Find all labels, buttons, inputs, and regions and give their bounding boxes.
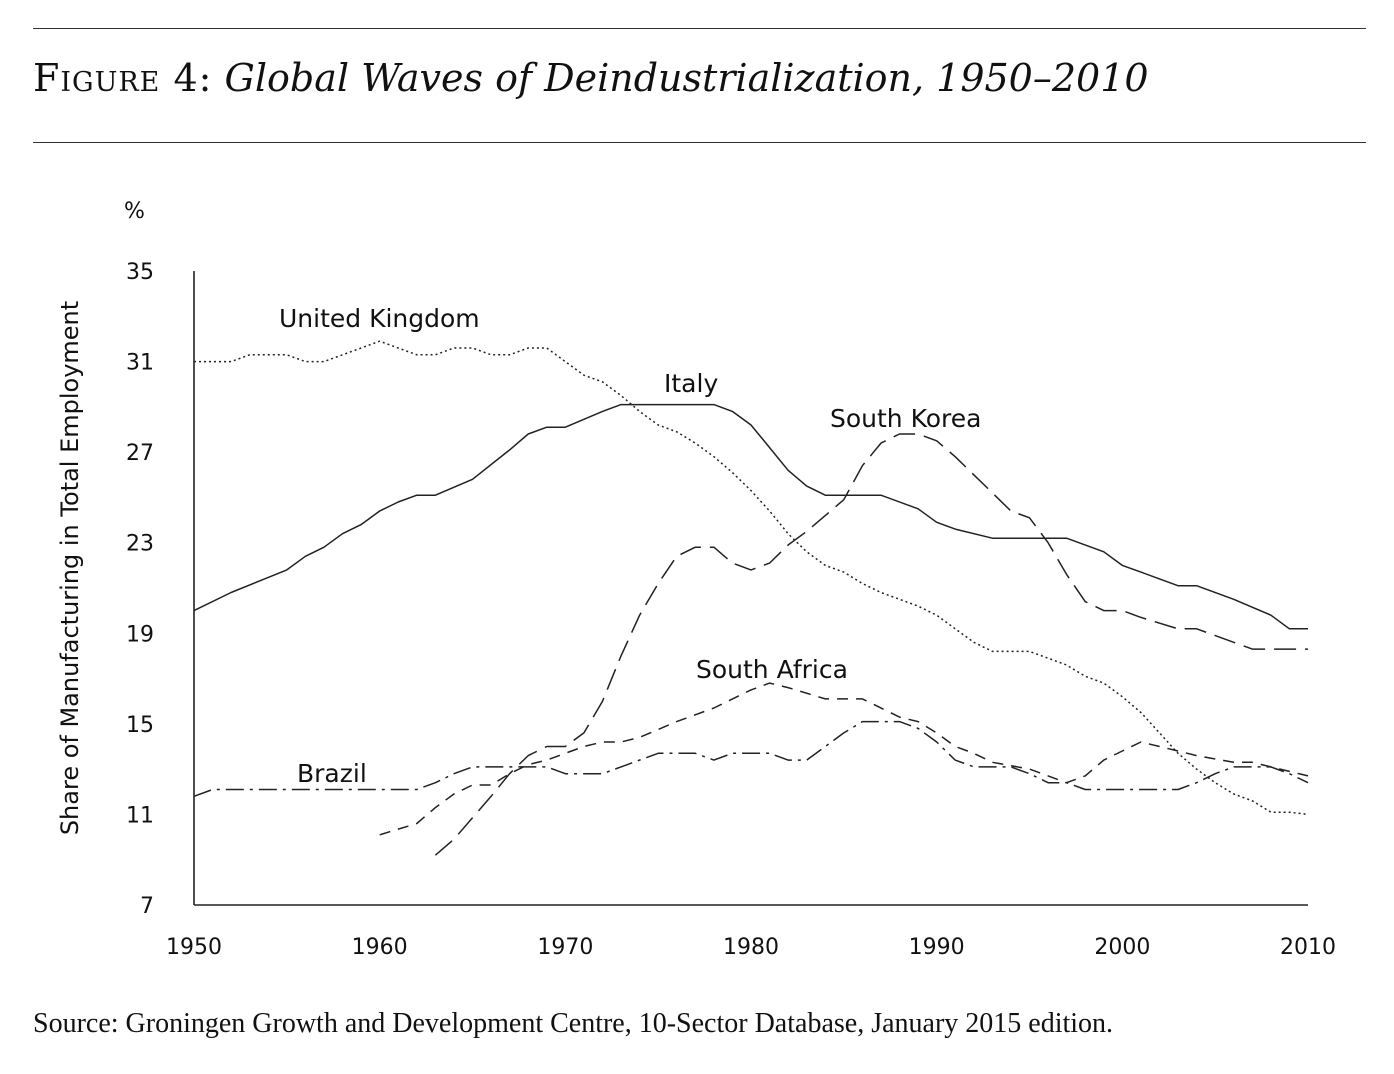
series-label-brazil: Brazil (297, 759, 367, 788)
series-line-brazil (193, 720, 1309, 798)
x-tick-label: 1960 (352, 935, 408, 960)
series-label-south-africa: South Africa (696, 655, 848, 684)
axes: 7 11 15 19 23 27 31 35 1950 1960 1970 1980 1990 2000 2… (126, 260, 1336, 960)
y-tick-label: 31 (126, 351, 154, 376)
x-tick-label: 1950 (166, 935, 222, 960)
y-tick-label: 35 (126, 260, 154, 285)
y-tick-label: 23 (126, 532, 154, 557)
y-tick-label: 7 (140, 894, 154, 919)
series-line-south-korea (434, 433, 1308, 856)
figure-title: Figure 4: Global Waves of Deindustrializ… (33, 56, 1149, 100)
title-rule (33, 142, 1366, 143)
x-tick-label: 1990 (909, 935, 965, 960)
y-axis-title: Share of Manufacturing in Total Employme… (56, 301, 84, 835)
y-tick-label: 15 (126, 713, 154, 738)
y-tick-label: 19 (126, 622, 154, 647)
x-tick-label: 2010 (1280, 935, 1336, 960)
x-tick-label: 2000 (1094, 935, 1150, 960)
source-note: Source: Groningen Growth and Development… (33, 1008, 1114, 1039)
top-rule (33, 28, 1366, 29)
series-label-south-korea: South Korea (830, 404, 981, 433)
x-tick-label: 1970 (537, 935, 593, 960)
series-line-italy (193, 403, 1308, 630)
labels-layer: United Kingdom Italy South Korea South Afri… (279, 304, 981, 788)
series-line-united-kingdom (194, 340, 1309, 816)
x-tick-label: 1980 (723, 935, 779, 960)
series-label-italy: Italy (664, 369, 718, 398)
y-tick-label: 11 (126, 803, 154, 828)
line-chart: % Share of Manufacturing in Total Employ… (56, 199, 1336, 960)
y-unit-label: % (124, 199, 145, 224)
y-tick-label: 27 (126, 441, 154, 466)
figure-number: Figure 4: (33, 56, 213, 100)
figure-title-text: Global Waves of Deindustrialization, 195… (224, 56, 1149, 100)
series-line-south-africa (379, 682, 1309, 836)
series-label-united-kingdom: United Kingdom (279, 304, 480, 333)
series-layer (193, 340, 1309, 856)
